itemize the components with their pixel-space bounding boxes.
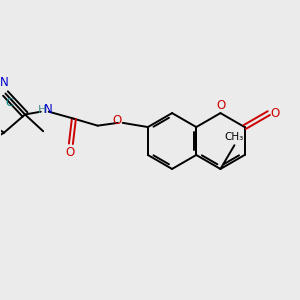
Text: O: O	[217, 99, 226, 112]
Text: N: N	[0, 76, 9, 88]
Text: O: O	[65, 146, 74, 159]
Text: CH₃: CH₃	[225, 132, 244, 142]
Text: C: C	[6, 98, 13, 107]
Text: H: H	[38, 105, 46, 115]
Text: N: N	[44, 103, 53, 116]
Text: O: O	[112, 114, 122, 128]
Text: O: O	[271, 106, 280, 120]
